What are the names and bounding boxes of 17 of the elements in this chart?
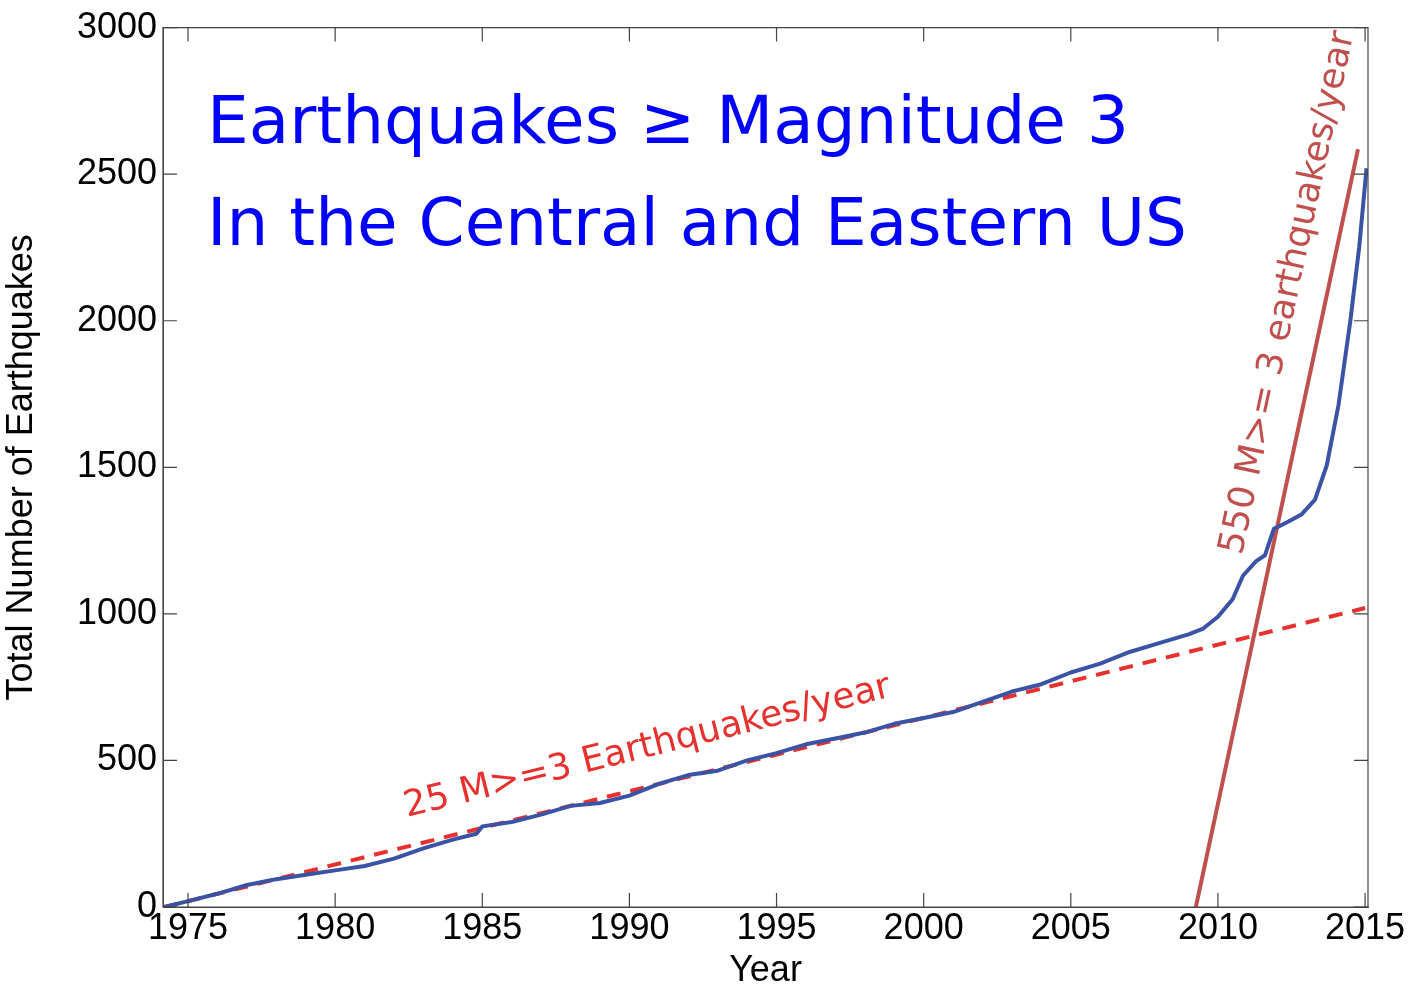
x-tick-label: 1980	[295, 905, 376, 947]
x-tick-label: 2015	[1325, 905, 1406, 947]
x-tick-label: 1995	[736, 905, 817, 947]
y-tick-label: 500	[96, 737, 157, 779]
y-tick-label: 2000	[76, 297, 157, 339]
x-tick-label: 1990	[589, 905, 670, 947]
x-axis-title: Year	[729, 948, 802, 990]
x-tick-label: 2000	[883, 905, 964, 947]
y-tick-label: 2500	[76, 151, 157, 193]
x-tick-label: 2005	[1030, 905, 1111, 947]
x-tick-label: 2010	[1177, 905, 1258, 947]
text: Earthquakes ≥ Magnitude 3 In the Central and Eastern US	[207, 81, 1188, 261]
x-tick-label: 1985	[442, 905, 523, 947]
y-tick-label: 1500	[76, 444, 157, 486]
y-tick-label: 1000	[76, 590, 157, 632]
y-tick-label: 3000	[76, 4, 157, 46]
y-axis-title: Total Number of Earthquakes	[0, 234, 40, 701]
